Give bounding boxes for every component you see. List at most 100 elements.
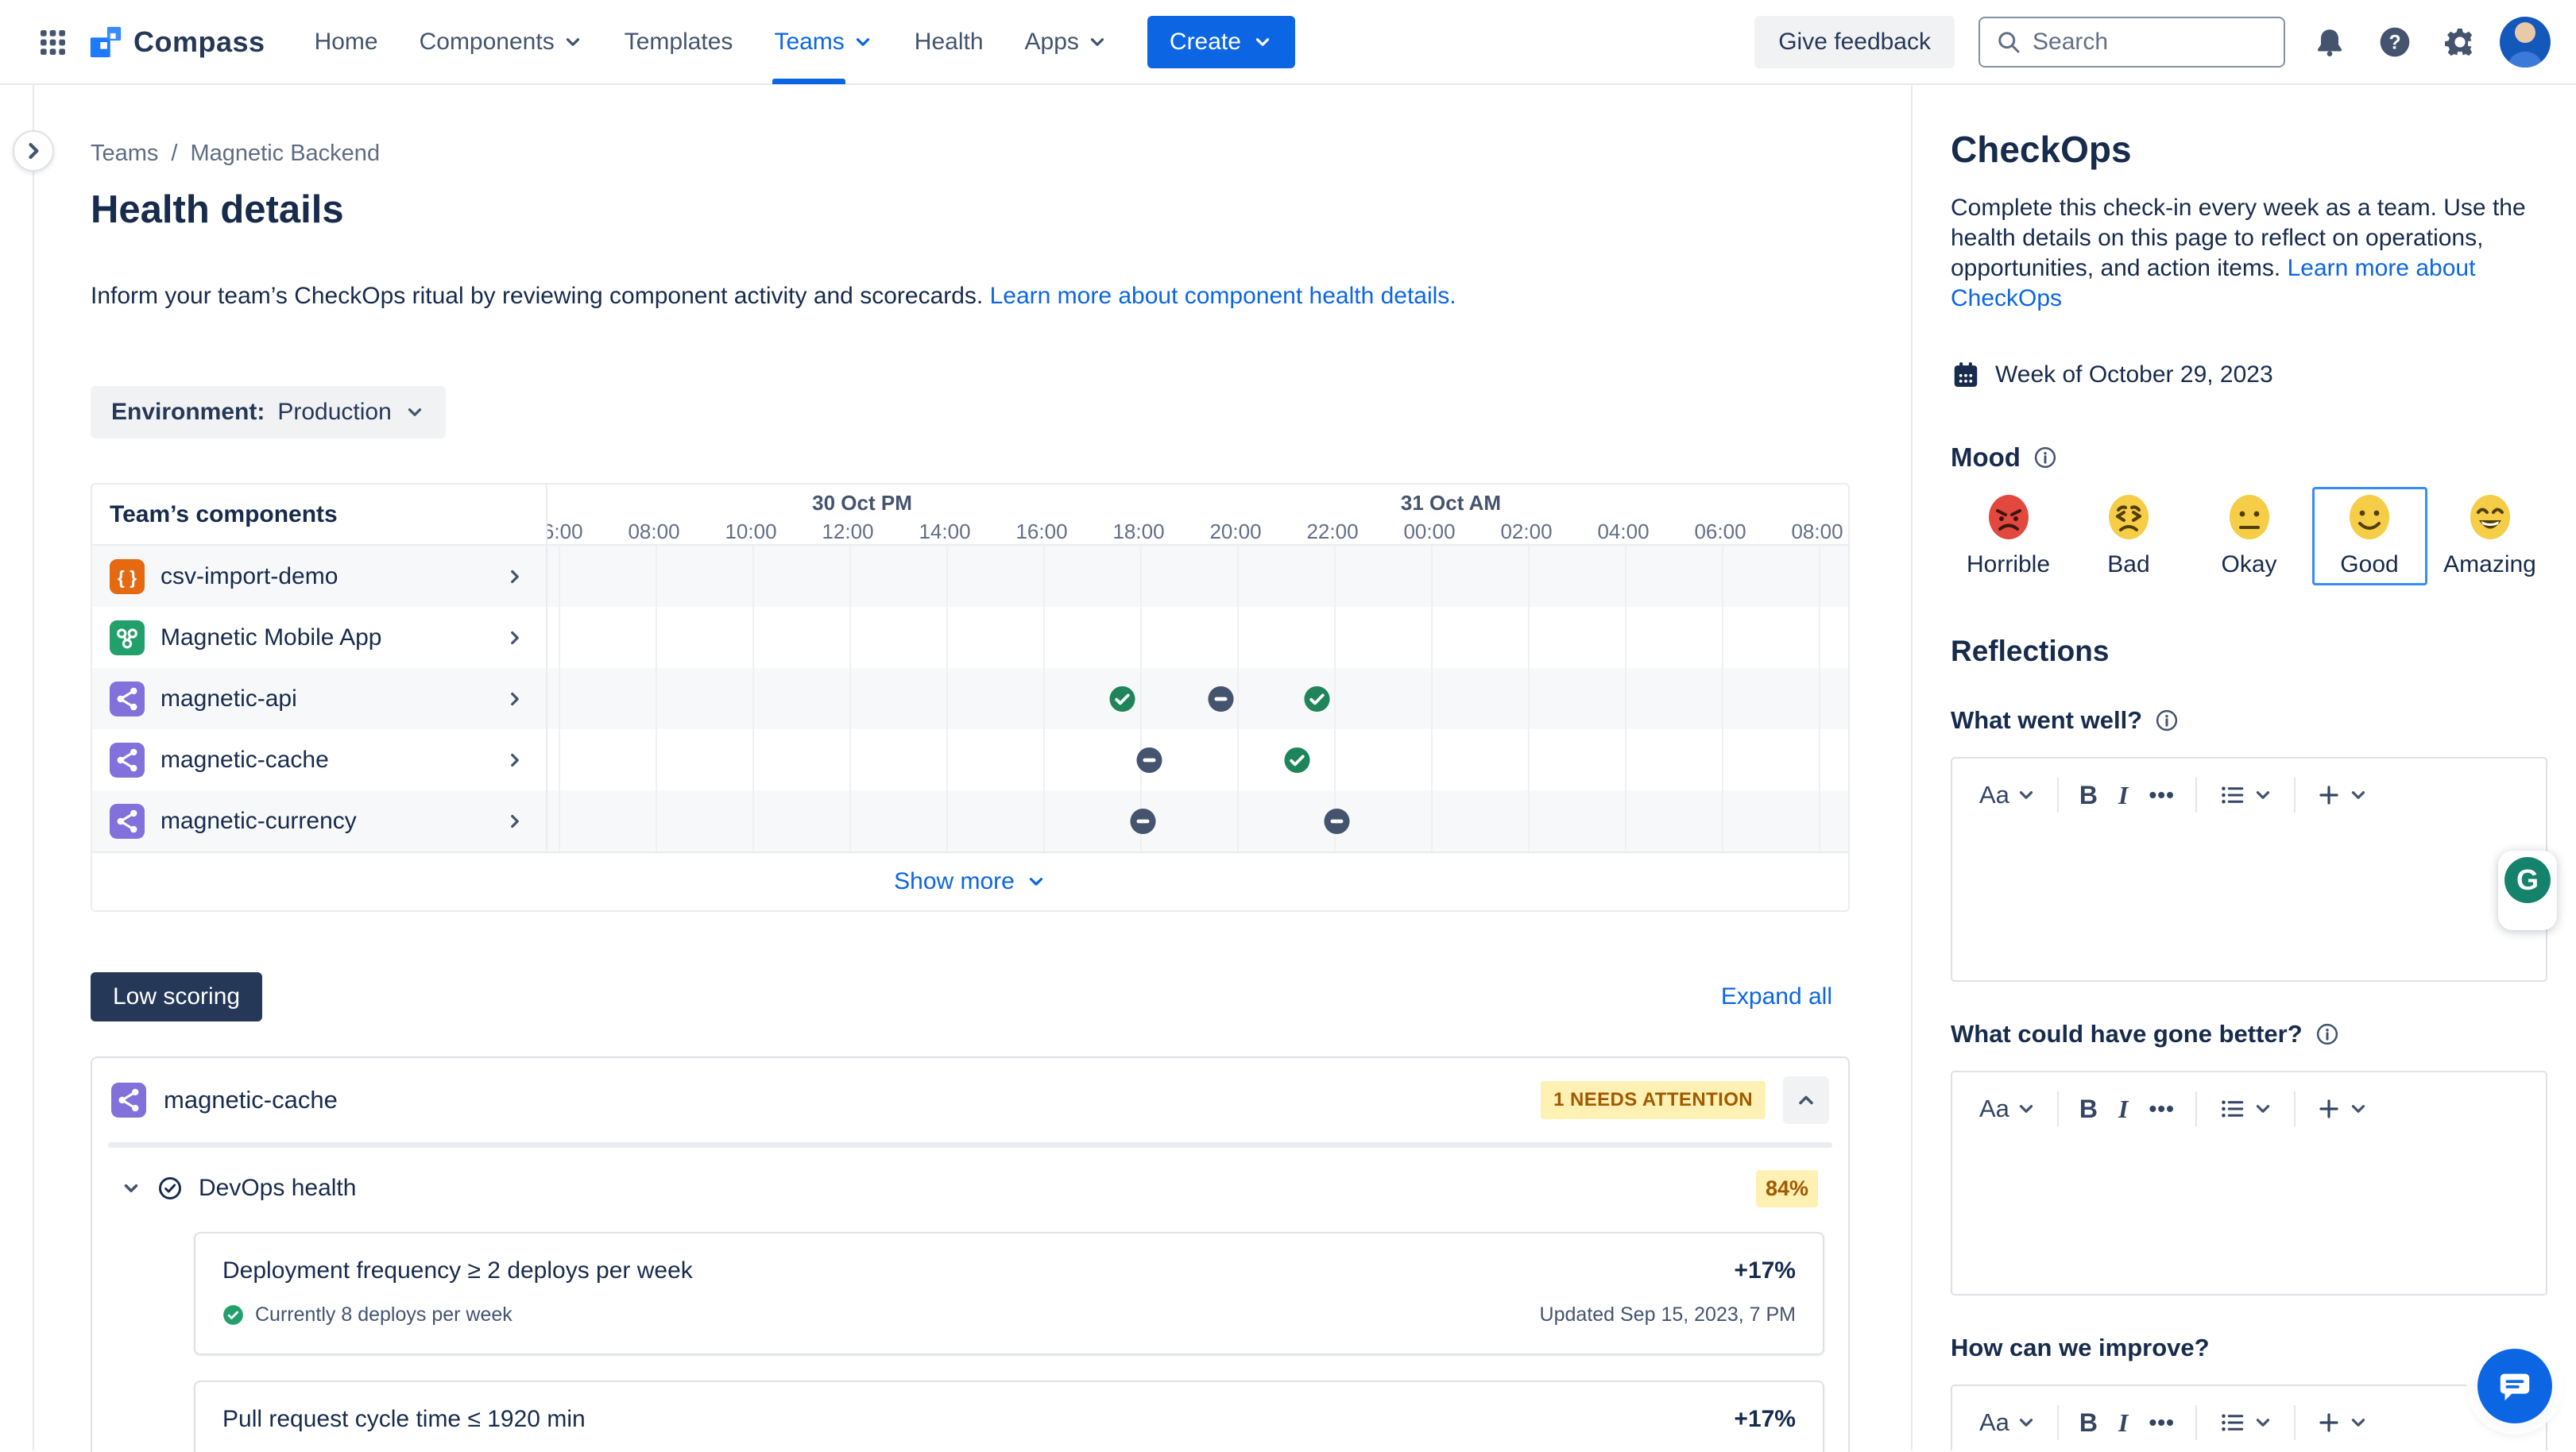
grammarly-icon[interactable]: G [2504,857,2551,903]
nav-item-components[interactable]: Components [399,0,604,84]
page-title: Health details [91,188,344,231]
rich-text-editor[interactable]: Aa B I ••• [1951,1384,2547,1450]
component-row-label[interactable]: magnetic-cache [92,729,547,790]
checkops-description-text: Complete this check-in every week as a t… [1951,195,2526,281]
insert-button[interactable] [2316,782,2369,808]
app-switcher-icon[interactable] [30,20,75,64]
environment-filter-dropdown[interactable]: Environment: Production [91,386,446,438]
breadcrumb-magnetic-backend[interactable]: Magnetic Backend [190,141,381,166]
event-success-icon[interactable] [1303,685,1331,712]
collapse-card-button[interactable] [1783,1076,1829,1124]
settings-gear-icon[interactable] [2439,21,2481,63]
table-body: { } csv-import-demo Magnetic Mobile App mag… [92,546,1848,852]
nav-item-apps[interactable]: Apps [1004,0,1128,84]
component-row-label[interactable]: { } csv-import-demo [92,546,547,607]
mood-option-label: Okay [2221,551,2277,577]
score-card-component-name: magnetic-cache [164,1086,338,1114]
more-formatting-button[interactable]: ••• [2149,1096,2175,1121]
help-icon[interactable]: ? [2374,21,2415,63]
amazing-face-icon [2469,494,2512,540]
text-style-button[interactable]: Aa [1979,1095,2036,1123]
metric-card: Deployment frequency ≥ 2 deploys per wee… [194,1232,1824,1355]
rich-text-editor[interactable]: Aa B I ••• G [1951,757,2557,982]
nav-item-health[interactable]: Health [894,0,1004,84]
event-neutral-icon[interactable] [1207,685,1235,712]
nav-item-templates[interactable]: Templates [604,0,754,84]
user-avatar[interactable] [2500,16,2551,68]
component-row-label[interactable]: magnetic-api [92,668,547,729]
give-feedback-button[interactable]: Give feedback [1754,15,1955,68]
nav-item-home[interactable]: Home [294,0,399,84]
chevron-right-icon[interactable] [505,750,525,770]
rich-text-editor[interactable]: Aa B I ••• [1951,1071,2547,1296]
chevron-right-icon[interactable] [505,689,525,709]
expand-all-link[interactable]: Expand all [1720,983,1832,1010]
expander-caret-icon[interactable] [121,1178,141,1199]
learn-more-health-link[interactable]: Learn more about component health detail… [989,283,1456,309]
scorecard-row[interactable]: DevOps health 84% [92,1148,1848,1229]
italic-button[interactable]: I [2118,1408,2129,1437]
timeline-tick-label: 20:00 [1209,519,1262,543]
insert-button[interactable] [2316,1410,2369,1435]
component-row: { } csv-import-demo [92,546,1848,607]
create-button[interactable]: Create [1147,15,1295,68]
nav-item-teams[interactable]: Teams [753,0,893,84]
mood-option-okay[interactable]: Okay [2191,487,2307,585]
list-button[interactable] [2218,1095,2273,1123]
compass-logo[interactable]: Compass [87,24,265,60]
list-button[interactable] [2218,1408,2273,1437]
score-card-header[interactable]: magnetic-cache 1 NEEDS ATTENTION [92,1058,1848,1142]
chevron-right-icon[interactable] [505,566,525,587]
more-formatting-button[interactable]: ••• [2149,1410,2175,1435]
chevron-right-icon[interactable] [505,811,525,832]
info-icon[interactable] [2315,1022,2339,1046]
nav-item-label: Templates [624,28,733,55]
insert-button[interactable] [2316,1096,2369,1122]
component-row-label[interactable]: Magnetic Mobile App [92,607,547,668]
italic-button[interactable]: I [2118,780,2129,809]
bold-button[interactable]: B [2079,1094,2098,1123]
timeline-tick-label: 18:00 [1112,519,1165,543]
timeline-tick-label: 14:00 [919,519,971,543]
horrible-face-icon [1987,494,2030,540]
editor-toolbar: Aa B I ••• [1952,759,2546,813]
text-style-button[interactable]: Aa [1979,1408,2036,1437]
notifications-bell-icon[interactable] [2309,21,2350,63]
event-neutral-icon[interactable] [1323,807,1351,835]
component-row-label[interactable]: magnetic-currency [92,790,547,852]
week-label: Week of October 29, 2023 [1995,361,2273,388]
search-input[interactable] [2033,28,2269,56]
chevron-down-icon [1252,32,1273,52]
event-neutral-icon[interactable] [1135,746,1163,774]
low-scoring-filter-button[interactable]: Low scoring [91,972,263,1021]
mood-option-horrible[interactable]: Horrible [1951,487,2066,585]
timeline-tick-label: 08:00 [628,519,680,543]
italic-button[interactable]: I [2118,1094,2129,1123]
event-neutral-icon[interactable] [1129,807,1157,835]
bold-button[interactable]: B [2079,1408,2098,1437]
event-success-icon[interactable] [1108,685,1136,712]
breadcrumb-teams[interactable]: Teams [91,141,159,166]
chevron-right-icon[interactable] [505,628,525,648]
text-style-button[interactable]: Aa [1979,781,2036,809]
mood-option-label: Bad [2107,551,2150,577]
more-formatting-button[interactable]: ••• [2149,782,2175,807]
chevron-down-icon [563,32,583,52]
list-button[interactable] [2218,781,2273,809]
mood-option-good[interactable]: Good [2311,487,2427,585]
component-row: magnetic-api [92,668,1848,729]
learn-more-checkops-link[interactable]: Learn more about CheckOps [1951,255,2476,311]
question-label: How can we improve? [1951,1334,2210,1361]
event-success-icon[interactable] [1283,746,1311,774]
info-icon[interactable] [2155,709,2179,732]
bold-button[interactable]: B [2079,780,2098,809]
mood-option-bad[interactable]: Bad [2071,487,2187,585]
search-box[interactable] [1978,16,2285,68]
mood-option-amazing[interactable]: Amazing [2432,487,2547,585]
timeline-gridline [752,546,754,852]
chat-widget-button[interactable] [2477,1349,2552,1423]
info-icon[interactable] [2033,446,2057,469]
timeline-tick-label: 02:00 [1500,519,1553,543]
expand-sidebar-button[interactable] [13,130,54,172]
show-more-button[interactable]: Show more [92,852,1848,910]
